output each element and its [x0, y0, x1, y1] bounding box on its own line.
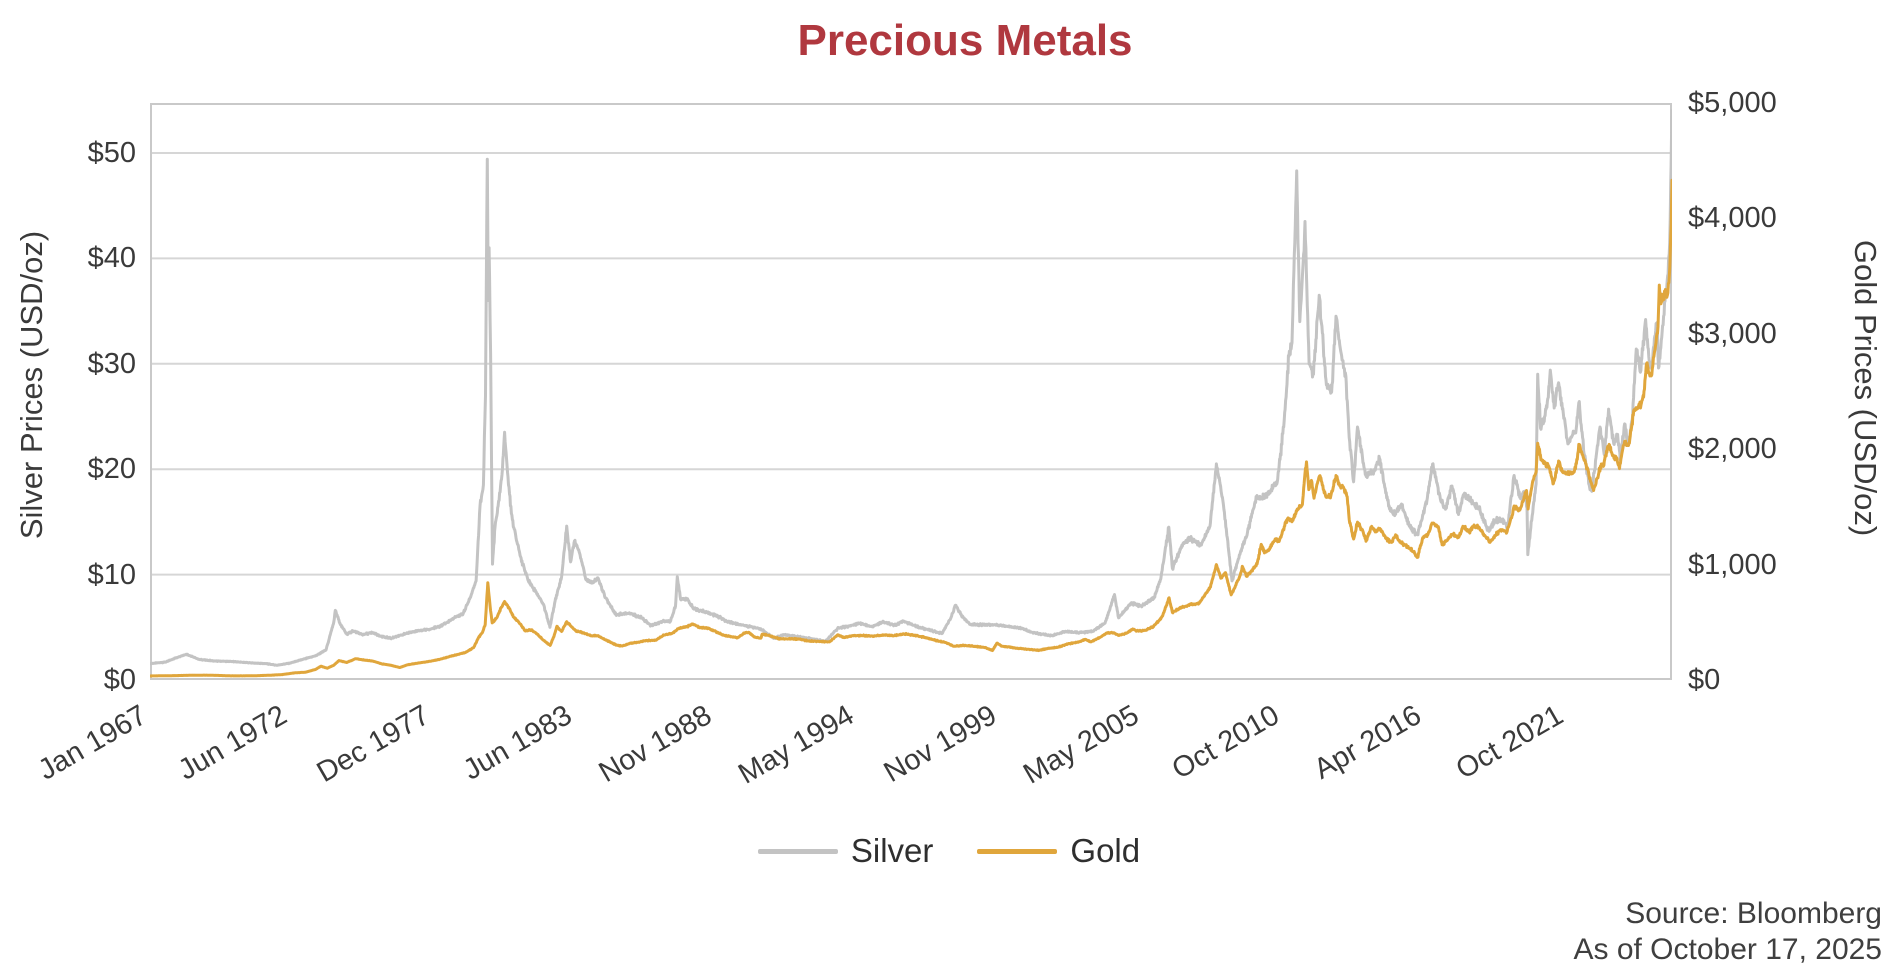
silver-line-swatch	[757, 848, 838, 854]
left-axis-title-container: Silver Prices (USD/oz)	[0, 0, 64, 770]
left-axis-tick: $10	[87, 558, 136, 591]
right-axis-tick: $1,000	[1688, 548, 1777, 581]
x-axis-tick: Dec 1977	[311, 699, 435, 789]
x-axis-tick: May 2005	[1017, 699, 1145, 791]
x-axis-tick: Oct 2021	[1451, 699, 1570, 786]
x-axis-tick: Nov 1999	[878, 699, 1002, 789]
chart-legend: Silver Gold	[0, 832, 1898, 870]
left-axis-tick: $20	[87, 453, 136, 486]
source-note: Source: Bloomberg As of October 17, 2025	[1573, 896, 1882, 968]
x-axis-tick: Jun 1983	[457, 699, 578, 787]
right-axis-tick: $3,000	[1688, 317, 1777, 350]
chart-title: Precious Metals	[797, 16, 1133, 65]
left-axis-tick: $40	[87, 242, 136, 275]
right-axis-tick: $0	[1688, 664, 1721, 696]
legend-item-silver: Silver	[757, 832, 934, 870]
left-axis-tick: $30	[87, 347, 136, 380]
x-axis-tick: Nov 1988	[593, 699, 718, 789]
source-line: Source: Bloomberg	[1625, 897, 1882, 930]
right-axis-title-container: Gold Prices (USD/oz)	[1832, 0, 1898, 775]
plot-border	[150, 103, 1672, 680]
right-axis-tick: $4,000	[1688, 202, 1777, 235]
plot-area	[150, 103, 1672, 680]
right-axis-tick: $2,000	[1688, 433, 1777, 466]
x-axis-tick: Apr 2016	[1308, 699, 1427, 786]
gold-series-line	[150, 178, 1672, 678]
legend-label-silver: Silver	[850, 832, 934, 869]
legend-label-gold: Gold	[1070, 832, 1141, 869]
legend-item-gold: Gold	[977, 832, 1140, 870]
x-axis-tick: May 1994	[733, 699, 860, 791]
right-axis-tick: $5,000	[1688, 87, 1777, 119]
left-axis-tick: $0	[103, 664, 136, 696]
price-chart	[150, 103, 1672, 680]
x-axis-tick: Oct 2010	[1166, 699, 1285, 786]
gold-line-swatch	[977, 848, 1058, 854]
silver-series-line	[150, 109, 1672, 667]
right-axis-title: Gold Prices (USD/oz)	[1848, 239, 1884, 536]
left-axis-tick: $50	[87, 136, 136, 169]
asof-line: As of October 17, 2025	[1573, 933, 1882, 966]
x-axis-tick: Jun 1972	[172, 699, 293, 787]
